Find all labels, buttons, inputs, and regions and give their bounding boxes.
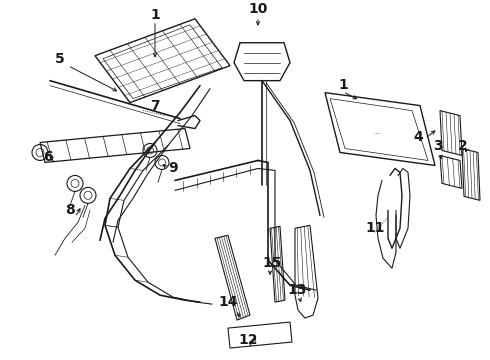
Polygon shape bbox=[295, 225, 318, 318]
Text: 9: 9 bbox=[168, 161, 178, 175]
Text: ....: .... bbox=[374, 130, 382, 135]
Text: 6: 6 bbox=[43, 150, 53, 165]
Text: 13: 13 bbox=[287, 283, 307, 297]
Text: 15: 15 bbox=[262, 256, 282, 270]
Text: 10: 10 bbox=[248, 2, 268, 16]
Text: 11: 11 bbox=[365, 221, 385, 235]
Text: 7: 7 bbox=[150, 99, 160, 113]
Text: 2: 2 bbox=[458, 139, 468, 153]
Text: 1: 1 bbox=[338, 78, 348, 92]
Text: 5: 5 bbox=[55, 52, 65, 66]
Text: 1: 1 bbox=[150, 8, 160, 22]
Text: 12: 12 bbox=[238, 333, 258, 347]
Text: 8: 8 bbox=[65, 203, 75, 217]
Text: 3: 3 bbox=[433, 139, 443, 153]
Text: 4: 4 bbox=[413, 130, 423, 144]
Text: 14: 14 bbox=[218, 295, 238, 309]
